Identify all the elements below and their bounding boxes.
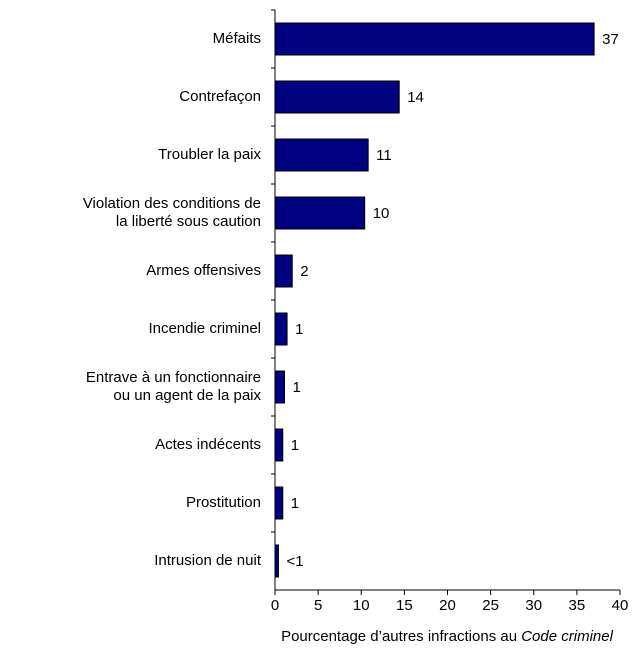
bar	[274, 80, 400, 114]
y-tick-label: Armes offensives	[146, 262, 261, 279]
value-label: <1	[286, 553, 303, 570]
bar	[274, 196, 366, 230]
y-tick-label: Troubler la paix	[158, 146, 261, 163]
value-label: 14	[407, 89, 424, 106]
x-tick-label: 0	[271, 597, 279, 614]
bar	[274, 138, 369, 172]
value-label: 1	[291, 495, 299, 512]
bar	[274, 544, 279, 578]
x-axis-label-italic: Code criminel	[521, 628, 613, 645]
bar	[274, 22, 595, 56]
value-label: 37	[602, 31, 619, 48]
x-tick-label: 5	[314, 597, 322, 614]
y-tick-label: Actes indécents	[155, 436, 261, 453]
bar	[274, 312, 288, 346]
x-axis-label: Pourcentage d’autres infractions au Code…	[281, 628, 614, 645]
x-tick-label: 35	[569, 597, 586, 614]
value-label: 11	[376, 147, 392, 164]
y-tick-label: Prostitution	[186, 494, 261, 511]
bar	[274, 428, 284, 462]
x-tick-label: 20	[439, 597, 456, 614]
value-label: 1	[292, 379, 300, 396]
value-label: 2	[300, 263, 308, 280]
y-tick-label: Entrave à un fonctionnaire ou un agent de…	[86, 369, 262, 404]
y-tick-label: Contrefaçon	[179, 88, 261, 105]
value-label: 1	[295, 321, 303, 338]
y-tick-label: Méfaits	[213, 30, 261, 47]
y-tick-label: Incendie criminel	[148, 320, 261, 337]
x-tick-label: 15	[396, 597, 413, 614]
value-label: 10	[373, 205, 390, 222]
bar	[274, 486, 284, 520]
value-label: 1	[291, 437, 299, 454]
x-tick-label: 40	[612, 597, 629, 614]
bar	[274, 370, 285, 404]
x-axis-label-text: Pourcentage d’autres infractions au	[281, 628, 521, 645]
x-tick-label: 30	[525, 597, 542, 614]
y-tick-label: Intrusion de nuit	[154, 552, 262, 569]
x-tick-label: 25	[482, 597, 499, 614]
x-tick-label: 10	[353, 597, 370, 614]
y-tick-label: Violation des conditions de la liberté so…	[83, 195, 261, 230]
bar	[274, 254, 293, 288]
